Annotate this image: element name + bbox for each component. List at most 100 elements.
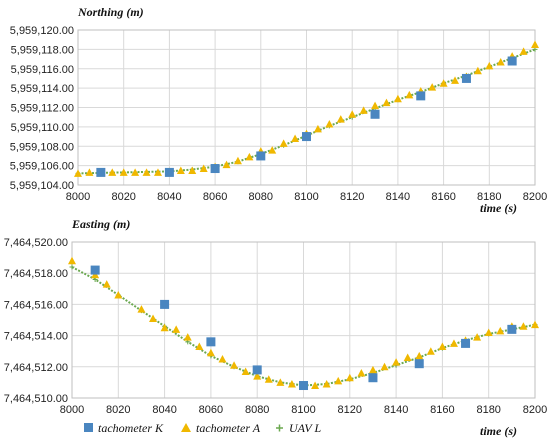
easting-tachometer-a-point xyxy=(149,314,158,322)
northing-tachometer-a-point xyxy=(74,169,82,177)
northing-x-tick-label: 8120 xyxy=(340,191,364,203)
northing-tachometer-a-point xyxy=(519,47,528,55)
easting-tachometer-k-point xyxy=(507,324,517,334)
legend-triangle-marker xyxy=(181,423,191,432)
northing-chart: Northing (m) time (s) 5,959,104.00 5,959,… xyxy=(10,5,547,215)
easting-x-tick-label: 8080 xyxy=(245,404,269,416)
northing-x-tick-label: 8040 xyxy=(157,191,181,203)
northing-plot-frame xyxy=(77,29,536,186)
easting-tachometer-a-point xyxy=(403,353,412,361)
northing-x-tick-label: 8020 xyxy=(111,191,135,203)
easting-y-tick-label: 7,464,510.00 xyxy=(4,393,68,405)
easting-x-axis-label: time (s) xyxy=(480,424,517,438)
easting-tachometer-a-point xyxy=(345,373,354,382)
northing-tachometer-a-point xyxy=(153,168,162,176)
easting-chart-title: Easting (m) xyxy=(71,217,130,231)
legend-plus-marker xyxy=(276,424,283,432)
easting-tachometer-a-point xyxy=(334,376,343,385)
northing-tachometer-a-point xyxy=(142,168,151,176)
legend: tachometer K tachometer A UAV L xyxy=(84,421,322,435)
easting-x-tick-label: 8060 xyxy=(199,404,223,416)
easting-x-tick-label: 8000 xyxy=(60,404,84,416)
northing-y-tick-label: 5,959,120.00 xyxy=(10,25,74,37)
easting-tachometer-a-point xyxy=(160,323,169,332)
northing-y-tick-label: 5,959,114.00 xyxy=(11,83,74,95)
northing-tachometer-k-point xyxy=(507,56,517,66)
northing-x-tick-label: 8140 xyxy=(386,191,410,203)
northing-tachometer-a-point xyxy=(439,79,448,87)
northing-grid xyxy=(77,29,536,186)
northing-tachometer-a-point xyxy=(291,134,300,142)
easting-tachometer-k-point xyxy=(160,299,170,309)
easting-x-tick-label: 8200 xyxy=(523,404,547,416)
easting-tachometer-a-point xyxy=(264,375,273,383)
easting-grid xyxy=(71,241,536,399)
northing-tachometer-a-point xyxy=(199,164,208,173)
easting-y-tick-label: 7,464,516.00 xyxy=(4,299,68,311)
easting-tachometer-a-point xyxy=(206,348,215,357)
easting-tachometer-a-point xyxy=(287,379,296,388)
easting-tachometer-k-point xyxy=(414,359,424,369)
northing-tachometer-a-point xyxy=(371,101,380,110)
northing-tachometer-a-point xyxy=(393,94,402,103)
northing-tachometer-a-point xyxy=(428,83,437,91)
northing-tachometer-a-point xyxy=(496,57,505,66)
northing-x-axis-label: time (s) xyxy=(480,201,517,215)
easting-tachometer-a-point xyxy=(357,369,366,377)
northing-tachometer-a-point xyxy=(279,139,288,147)
easting-tachometer-a-point xyxy=(473,333,482,341)
easting-x-tick-label: 8020 xyxy=(106,404,130,416)
easting-tachometer-a-point xyxy=(172,325,181,333)
northing-tachometer-a-point xyxy=(245,152,254,161)
easting-tachometer-k-point xyxy=(299,381,308,391)
northing-y-tick-label: 5,959,106.00 xyxy=(10,161,74,173)
northing-tachometer-a-point xyxy=(348,110,357,118)
northing-tachometer-a-point xyxy=(451,76,460,84)
northing-chart-title: Northing (m) xyxy=(77,5,144,19)
northing-y-tick-label: 5,959,110.00 xyxy=(11,122,74,134)
northing-tachometer-a-point xyxy=(188,166,197,174)
northing-tachometer-a-point xyxy=(108,168,117,176)
easting-plot-frame xyxy=(71,241,536,399)
northing-tachometer-a-point xyxy=(131,168,140,176)
easting-tachometer-a-point xyxy=(68,256,76,265)
northing-tachometer-a-point xyxy=(313,124,322,133)
easting-tachometer-a-point xyxy=(415,351,424,360)
northing-tachometer-a-point xyxy=(233,156,242,165)
northing-x-tick-label: 8000 xyxy=(66,191,90,203)
northing-tachometer-k-point xyxy=(302,132,311,142)
easting-tachometer-a-point xyxy=(218,355,227,363)
northing-tachometer-a-point xyxy=(336,115,345,123)
easting-tachometer-a-point xyxy=(449,339,458,347)
northing-tachometer-k-point xyxy=(256,151,266,161)
easting-tachometer-a-point xyxy=(241,367,250,375)
northing-x-tick-label: 8080 xyxy=(249,191,273,203)
northing-tachometer-a-point xyxy=(85,168,94,176)
easting-x-tick-label: 8040 xyxy=(152,404,176,416)
northing-tachometer-a-point xyxy=(382,98,391,107)
easting-tachometer-a-point xyxy=(392,358,401,366)
northing-tachometer-a-point xyxy=(473,66,482,75)
northing-x-tick-label: 8180 xyxy=(477,191,501,203)
northing-x-tick-label: 8160 xyxy=(431,191,455,203)
easting-tachometer-k-point xyxy=(206,337,216,347)
northing-y-tick-label: 5,959,112.00 xyxy=(11,103,74,115)
northing-x-tick-label: 8200 xyxy=(523,191,547,203)
easting-tachometer-a-point xyxy=(311,381,320,390)
easting-tachometer-a-point xyxy=(438,342,447,351)
northing-y-tick-label: 5,959,104.00 xyxy=(10,180,74,192)
northing-tachometer-a-point xyxy=(176,166,185,174)
northing-y-tick-label: 5,959,108.00 xyxy=(10,141,74,153)
easting-tachometer-a-point xyxy=(276,378,285,386)
easting-tachometer-a-point xyxy=(519,322,528,330)
legend-label-uav-l: UAV L xyxy=(289,421,322,435)
easting-tachometer-k-point xyxy=(252,365,262,375)
easting-y-tick-label: 7,464,518.00 xyxy=(4,268,68,280)
northing-tachometer-k-point xyxy=(416,91,426,101)
easting-tachometer-a-point xyxy=(183,333,192,341)
easting-tachometer-a-point xyxy=(531,320,539,329)
easting-tachometer-a-point xyxy=(484,328,493,336)
easting-x-tick-label: 8140 xyxy=(384,404,408,416)
legend-label-tachometer-k: tachometer K xyxy=(98,421,164,435)
